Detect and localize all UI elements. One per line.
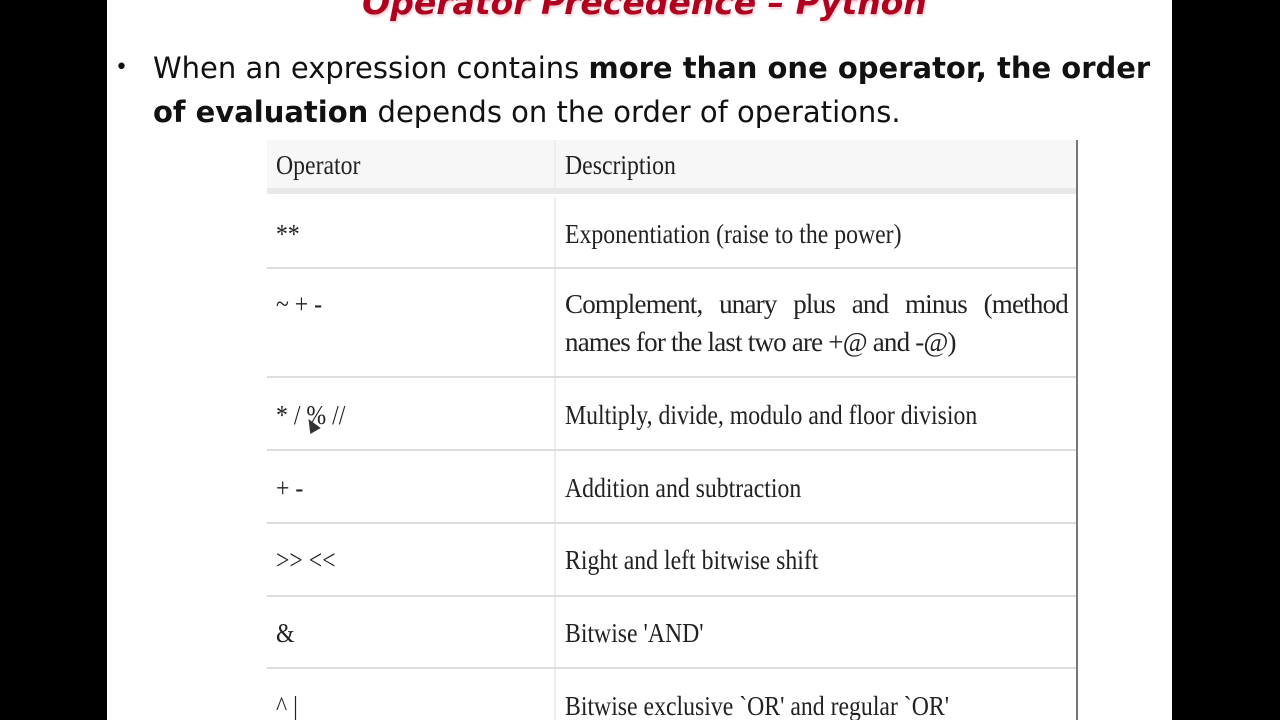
operator-cell: ~ + - — [276, 289, 323, 319]
table-row: ** Exponentiation (raise to the power) — [267, 197, 1076, 269]
header-description: Description — [565, 150, 676, 180]
bullet-text: depends on the order of operations. — [368, 95, 901, 129]
operator-cell: ** — [276, 219, 300, 249]
table-header: Operator Description — [267, 140, 1076, 194]
operator-cell: ^ | — [276, 691, 298, 720]
bullet-text: When an expression contains — [153, 51, 589, 85]
table-row: + - Addition and subtraction — [267, 451, 1076, 524]
description-cell: Addition and subtraction — [565, 473, 802, 503]
operator-cell: + - — [276, 473, 304, 503]
description-cell: Right and left bitwise shift — [565, 545, 819, 575]
description-cell: Complement, unary plus and minus (method… — [565, 289, 1069, 357]
slide: Operator Precedence – Python • When an e… — [107, 0, 1172, 720]
table-row: ^ | Bitwise exclusive `OR' and regular `… — [267, 669, 1076, 720]
table-row: ~ + - Complement, unary plus and minus (… — [267, 269, 1076, 378]
operator-cell: & — [276, 618, 295, 648]
description-cell: Bitwise exclusive `OR' and regular `OR' — [565, 691, 950, 720]
description-cell: Multiply, divide, modulo and floor divis… — [565, 400, 978, 430]
slide-title: Operator Precedence – Python — [362, 0, 927, 22]
table-row: >> << Right and left bitwise shift — [267, 524, 1076, 597]
table-row: * / % // Multiply, divide, modulo and fl… — [267, 378, 1076, 451]
header-operator: Operator — [276, 150, 361, 180]
description-cell: Bitwise 'AND' — [565, 618, 704, 648]
operator-cell: * / % // — [276, 400, 346, 430]
bullet-icon: • — [115, 55, 128, 80]
description-cell: Exponentiation (raise to the power) — [565, 219, 902, 249]
bullet-point: • When an expression contains more than … — [115, 46, 1165, 134]
table-row: & Bitwise 'AND' — [267, 597, 1076, 669]
operator-cell: >> << — [276, 545, 336, 575]
bullet-bold-text: more than one operator, the order of eva… — [153, 51, 1151, 129]
operator-table: Operator Description ** Exponentiation (… — [267, 140, 1078, 720]
